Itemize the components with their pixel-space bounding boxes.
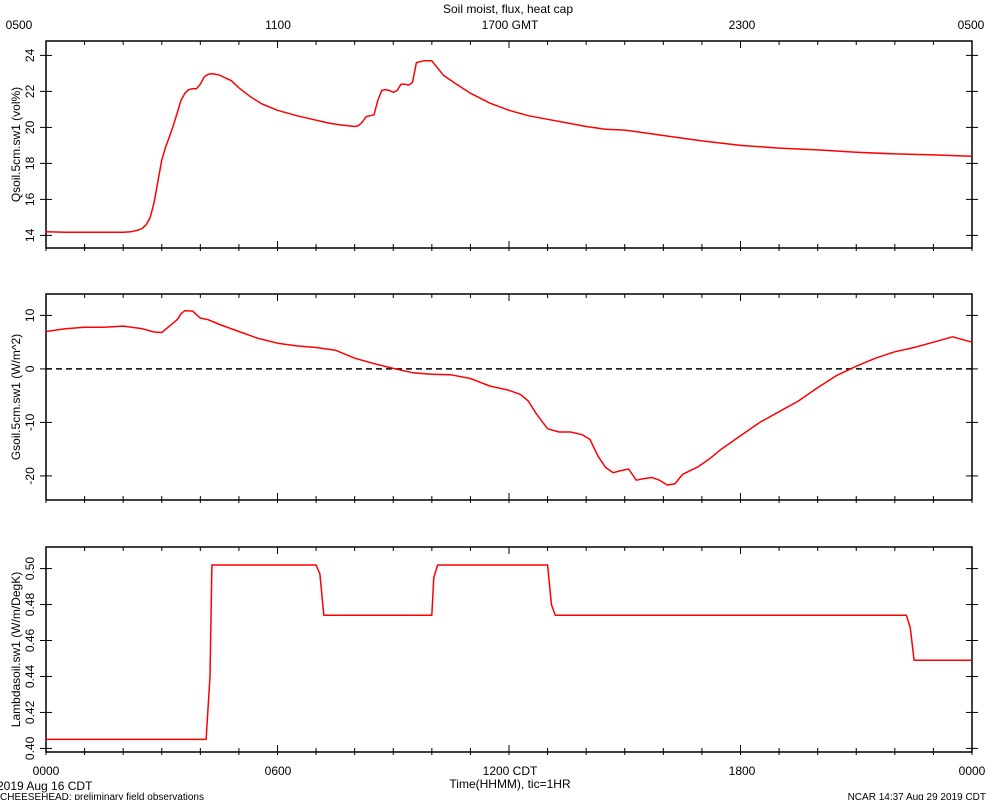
y-tick-label: 22 [23, 84, 37, 98]
top-tick-label: 1700 GMT [482, 18, 539, 32]
bottom-axis-labels: 0000 0600 1200 CDT 1800 0000 [33, 764, 986, 778]
y-tick-label: 14 [23, 228, 37, 242]
top-axis-labels: 0500 1100 1700 GMT 2300 0500 [6, 18, 985, 32]
y-tick-label: 16 [23, 192, 37, 206]
y-tick-label: 10 [23, 308, 37, 322]
x-axis-title: Time(HHMM), tic=1HR [449, 777, 571, 791]
series-line [45, 309, 973, 486]
y-tick-label: 24 [23, 48, 37, 62]
y-tick-label: 18 [23, 156, 37, 170]
top-tick-label: 0500 [6, 18, 33, 32]
footer-date: 2019 Aug 16 CDT [0, 779, 93, 793]
y-tick-label: 0.46 [23, 629, 37, 653]
plot-frame [45, 40, 973, 249]
figure-title: Soil moist, flux, heat cap [443, 2, 573, 16]
y-tick-label: 0.50 [23, 557, 37, 581]
bottom-tick-label: 1800 [729, 764, 756, 778]
y-tick-label: 0.44 [23, 664, 37, 688]
y-axis-title: Qsoil.5cm.sw1 (vol%) [9, 87, 23, 202]
footer-stamp: NCAR 14:37 Aug 29 2019 CDT [848, 792, 986, 800]
top-tick-label: 2300 [729, 18, 756, 32]
top-tick-label: 1100 [265, 18, 291, 32]
bottom-tick-label: 0000 [959, 764, 986, 778]
y-axis-title: Lambdasoil.sw1 (W/m/DegK) [9, 572, 23, 727]
y-tick-label: -20 [23, 467, 37, 485]
bottom-tick-label: 1200 CDT [483, 764, 538, 778]
y-tick-label: 0.42 [23, 700, 37, 724]
y-tick-label: 20 [23, 120, 37, 134]
bottom-tick-label: 0000 [33, 764, 60, 778]
soil-moisture-panel: 14 16 18 20 22 24 Qsoil.5cm.sw1 (vol%) [9, 40, 978, 251]
footer-project: CHEESEHEAD: preliminary field observatio… [0, 792, 204, 800]
series-line [45, 60, 973, 234]
y-axis-title: Gsoil.5cm.sw1 (W/m^2) [9, 334, 23, 460]
y-tick-label: -10 [23, 413, 37, 431]
series-line [46, 564, 972, 741]
y-tick-label: 0 [23, 365, 37, 372]
bottom-tick-label: 0600 [265, 764, 292, 778]
y-tick-label: 0.40 [23, 736, 37, 760]
plot-frame [45, 293, 973, 501]
plot-frame [45, 546, 973, 753]
y-tick-label: 0.48 [23, 593, 37, 617]
top-tick-label: 0500 [958, 18, 985, 32]
